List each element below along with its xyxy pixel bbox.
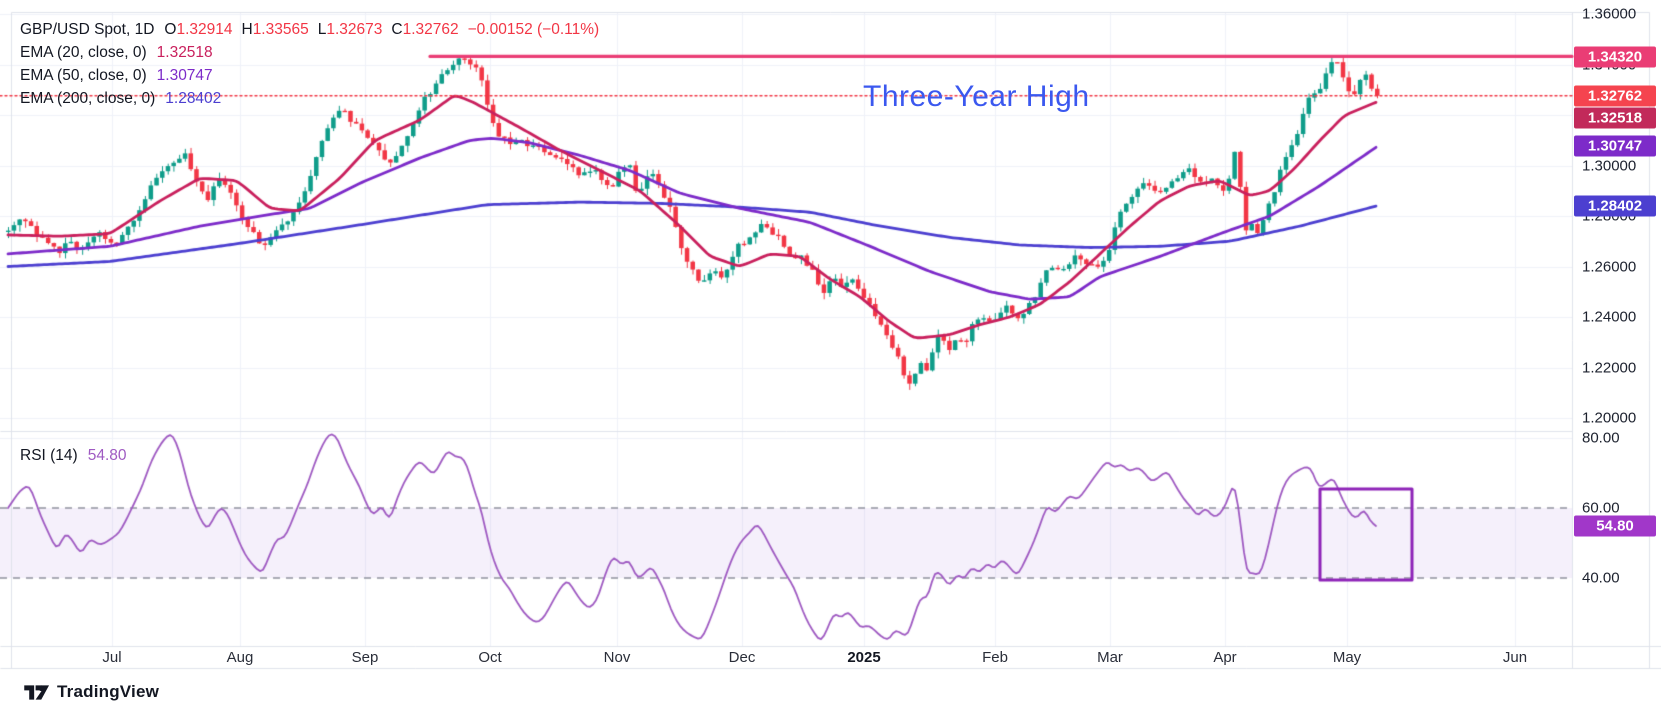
axis-tick-40.00: 40.00 xyxy=(1582,569,1620,587)
ohlc-high: H1.33565 xyxy=(241,21,309,38)
price-badge-1.32518: 1.32518 xyxy=(1574,107,1656,129)
axis-tick-60.00: 60.00 xyxy=(1582,499,1620,517)
rsi-legend-row[interactable]: RSI (14) 54.80 xyxy=(20,447,127,464)
time-label-Dec: Dec xyxy=(728,649,756,666)
ema20-value: 1.32518 xyxy=(156,44,213,61)
axis-tick-1.30000: 1.30000 xyxy=(1582,157,1637,174)
ema200-value: 1.28402 xyxy=(165,90,222,107)
time-label-Oct: Oct xyxy=(478,649,502,666)
price-badge-54.80: 54.80 xyxy=(1574,515,1656,537)
indicator-row-ema200[interactable]: EMA (200, close, 0) 1.28402 xyxy=(20,90,222,107)
price-badge-1.28402: 1.28402 xyxy=(1574,195,1656,217)
time-label-2025: 2025 xyxy=(847,649,881,666)
time-label-Aug: Aug xyxy=(226,649,254,666)
ohlc-low: L1.32673 xyxy=(317,21,383,38)
time-label-Nov: Nov xyxy=(603,649,631,666)
axis-tick-1.26000: 1.26000 xyxy=(1582,258,1637,275)
three-year-high-annotation[interactable]: Three-Year High xyxy=(863,80,1090,113)
price-badge-1.30747: 1.30747 xyxy=(1574,135,1656,157)
time-label-Sep: Sep xyxy=(351,649,379,666)
axis-tick-1.22000: 1.22000 xyxy=(1582,359,1637,376)
time-label-May: May xyxy=(1332,649,1362,666)
time-label-Feb: Feb xyxy=(982,649,1008,666)
time-label-Mar: Mar xyxy=(1097,649,1123,666)
symbol-title[interactable]: GBP/USD Spot, 1D xyxy=(20,21,155,38)
time-label-Apr: Apr xyxy=(1213,649,1237,666)
time-label-Jul: Jul xyxy=(102,649,122,666)
axis-tick-1.24000: 1.24000 xyxy=(1582,308,1637,326)
rsi-value: 54.80 xyxy=(87,447,127,464)
ema50-value: 1.30747 xyxy=(156,67,213,84)
tradingview-logo[interactable]: TradingView xyxy=(24,682,159,702)
price-badge-1.32762: 1.32762 xyxy=(1574,85,1656,107)
ohlc-close: C1.32762 xyxy=(391,21,459,38)
indicator-row-ema20[interactable]: EMA (20, close, 0) 1.32518 xyxy=(20,44,213,61)
axis-tick-1.36000: 1.36000 xyxy=(1582,5,1637,23)
indicator-row-ema50[interactable]: EMA (50, close, 0) 1.30747 xyxy=(20,67,213,84)
tradingview-logo-text: TradingView xyxy=(57,682,160,701)
ohlc-open: O1.32914 xyxy=(164,21,233,38)
axis-tick-80.00: 80.00 xyxy=(1582,429,1620,447)
axis-tick-1.20000: 1.20000 xyxy=(1582,409,1637,427)
tradingview-logo-icon xyxy=(24,684,50,700)
change-value: −0.00152 (−0.11%) xyxy=(467,21,600,38)
symbol-row[interactable]: GBP/USD Spot, 1D O1.32914 H1.33565 L1.32673… xyxy=(20,21,599,39)
price-badge-1.34320: 1.34320 xyxy=(1574,46,1656,68)
time-label-Jun: Jun xyxy=(1502,649,1528,666)
